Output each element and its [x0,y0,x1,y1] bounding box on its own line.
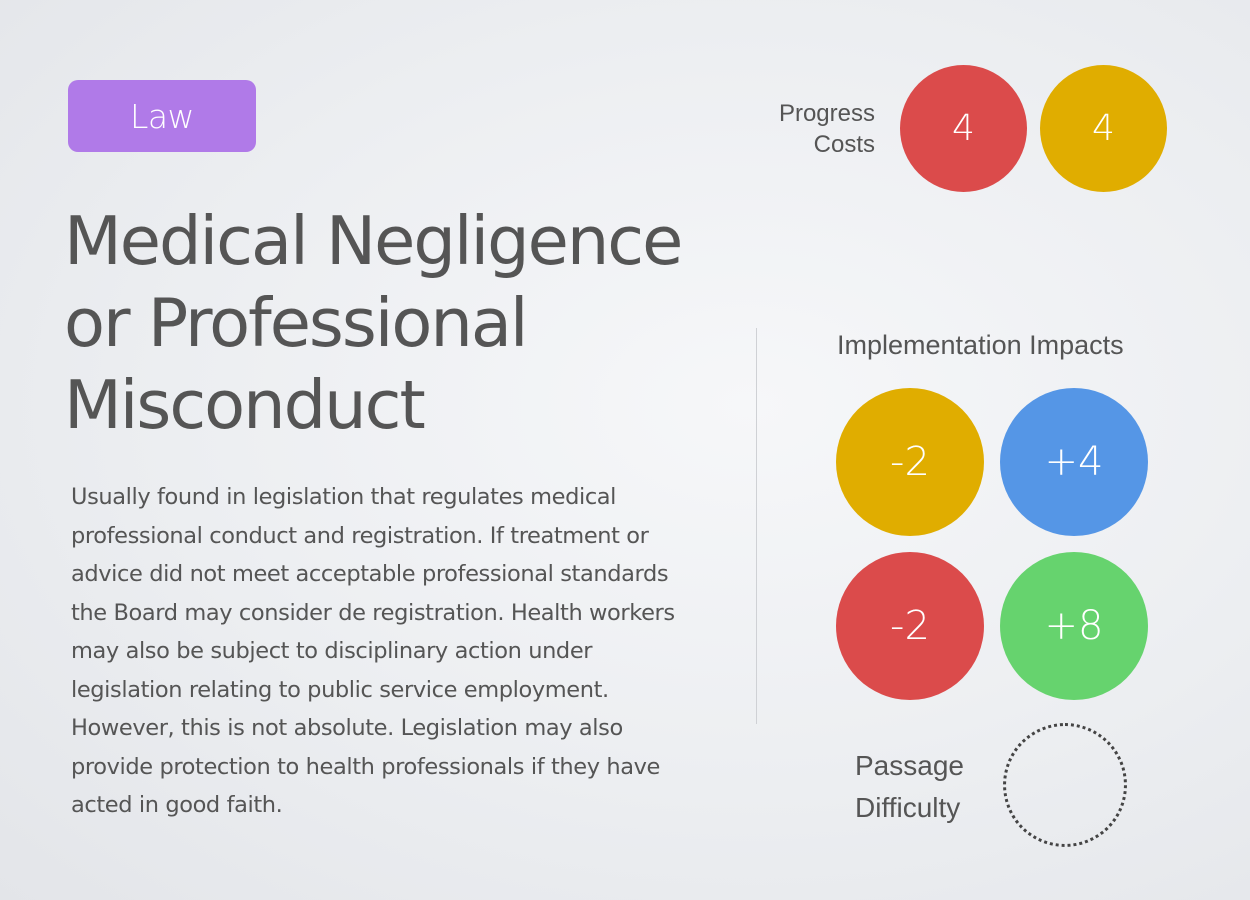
progress-costs-label: Progress Costs [779,98,875,160]
description-line: provide protection to health professiona… [71,753,660,780]
progress-costs-label-line: Costs [813,131,875,158]
progress-costs-label-line: Progress [778,100,875,127]
progress-cost-red: 4 [900,65,1027,192]
description-line: However, this is not absolute. Legislati… [71,715,623,741]
card-title: Medical Negligence or Professional Misco… [64,200,724,446]
card-description: Usually found in legislation that regula… [71,478,711,825]
passage-difficulty-label: Passage Difficulty [855,745,964,829]
card-title-line: Medical Negligence [64,202,683,280]
impact-yellow: -2 [836,388,984,536]
card-title-line: Misconduct [64,366,426,444]
description-line: professional conduct and registration. I… [71,522,649,549]
category-badge: Law [68,80,256,152]
vertical-divider [756,328,757,724]
passage-difficulty-empty-circle [1003,723,1127,847]
impact-blue: +4 [1000,388,1148,536]
description-line: advice did not meet acceptable professio… [71,561,669,587]
description-line: legislation relating to public service e… [71,676,609,703]
card-title-line: or Professional [64,284,529,362]
impact-green: +8 [1000,552,1148,700]
description-line: acted in good faith. [71,792,283,818]
impact-red: -2 [836,552,984,700]
passage-difficulty-label-line: Passage [855,750,964,781]
description-line: may also be subject to disciplinary acti… [71,638,593,664]
progress-cost-yellow: 4 [1040,65,1167,192]
description-line: Usually found in legislation that regula… [71,484,617,510]
implementation-impacts-heading: Implementation Impacts [837,330,1124,360]
passage-difficulty-label-line: Difficulty [855,792,961,823]
description-line: the Board may consider de registration. … [71,599,675,626]
